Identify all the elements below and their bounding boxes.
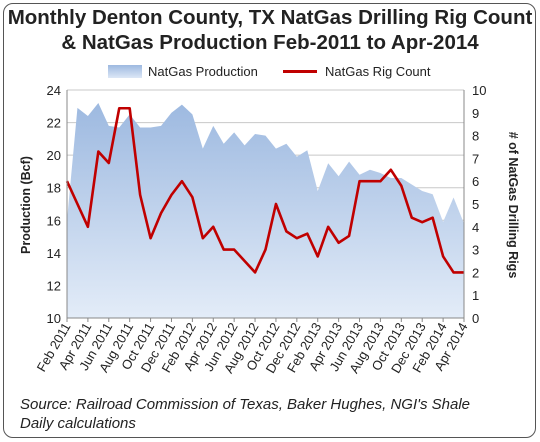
production-area — [67, 103, 464, 318]
y-right-tick-label: 0 — [472, 311, 479, 326]
y-right-tick-label: 1 — [472, 288, 479, 303]
y-right-tick-label: 8 — [472, 129, 479, 144]
y-left-tick-label: 18 — [47, 181, 61, 196]
legend-label-rigs: NatGas Rig Count — [325, 64, 431, 79]
chart-title-line-1: Monthly Denton County, TX NatGas Drillin… — [7, 6, 533, 29]
chart-title: Monthly Denton County, TX NatGas Drillin… — [0, 5, 540, 55]
legend-item-rigs: NatGas Rig Count — [283, 64, 431, 79]
rig-line-layer — [65, 106, 464, 274]
chart-legend: NatGas Production NatGas Rig Count — [0, 64, 540, 84]
legend-swatch-rigs — [283, 70, 317, 73]
source-note-line-2: Daily calculations — [20, 415, 136, 432]
y-right-tick-label: 3 — [472, 243, 479, 258]
y-left-tick-label: 16 — [47, 213, 61, 228]
y-right-tick-label: 7 — [472, 151, 479, 166]
y-right-tick-label: 2 — [472, 265, 479, 280]
legend-swatch-production — [108, 65, 142, 78]
axes — [66, 90, 465, 319]
legend-item-production: NatGas Production — [108, 64, 258, 79]
y-axis-left-ticks: 10 12 14 16 18 20 22 24 — [47, 83, 61, 326]
y-left-tick-label: 24 — [47, 83, 61, 98]
y-left-tick-label: 22 — [47, 116, 61, 131]
y-right-tick-label: 5 — [472, 197, 479, 212]
y-left-tick-label: 20 — [47, 148, 61, 163]
y-axis-right-label: # of NatGas Drilling Rigs — [506, 132, 520, 279]
y-right-tick-label: 4 — [472, 220, 479, 235]
y-right-tick-label: 10 — [472, 83, 486, 98]
y-left-tick-label: 14 — [47, 246, 61, 261]
legend-label-production: NatGas Production — [148, 64, 258, 79]
y-left-tick-label: 12 — [47, 278, 61, 293]
source-note-line-1: Source: Railroad Commission of Texas, Ba… — [20, 396, 471, 413]
chart-title-line-2: & NatGas Production Feb-2011 to Apr-2014 — [61, 31, 479, 54]
y-axis-right-ticks: 0 1 2 3 4 5 6 7 8 9 10 — [472, 83, 486, 326]
rig-count-line — [65, 106, 464, 274]
y-right-tick-label: 6 — [472, 174, 479, 189]
y-left-tick-label: 10 — [47, 311, 61, 326]
production-area-layer — [67, 103, 464, 318]
y-right-tick-label: 9 — [472, 106, 479, 121]
source-note: Source: Railroad Commission of Texas, Ba… — [20, 395, 520, 433]
y-axis-left-label: Production (Bcf) — [19, 156, 33, 254]
